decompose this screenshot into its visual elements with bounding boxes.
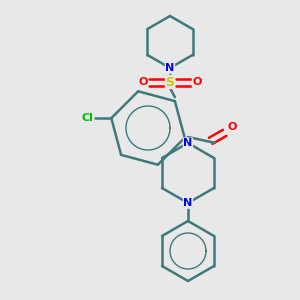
Text: O: O <box>138 77 148 87</box>
Text: O: O <box>227 122 236 132</box>
Text: N: N <box>183 138 193 148</box>
Text: N: N <box>183 198 193 208</box>
Text: S: S <box>166 76 175 88</box>
Text: O: O <box>192 77 202 87</box>
Text: Cl: Cl <box>81 113 93 123</box>
Text: N: N <box>165 63 175 73</box>
